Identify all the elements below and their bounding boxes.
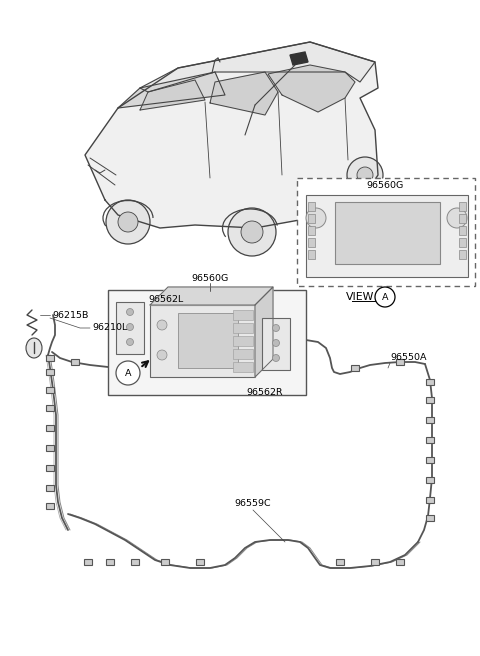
Bar <box>233 349 253 359</box>
Bar <box>178 313 238 368</box>
Bar <box>46 485 54 491</box>
Bar <box>116 302 144 354</box>
Bar <box>262 318 290 370</box>
Bar <box>297 178 475 286</box>
Bar <box>426 397 434 403</box>
Circle shape <box>273 340 279 346</box>
Bar <box>351 365 359 371</box>
Bar <box>459 202 466 211</box>
Bar <box>459 250 466 259</box>
Circle shape <box>273 325 279 331</box>
Bar <box>336 559 344 565</box>
Bar <box>426 437 434 443</box>
Bar <box>426 417 434 423</box>
Bar <box>308 238 315 247</box>
Bar <box>308 250 315 259</box>
Bar <box>396 559 404 565</box>
Text: 96562R: 96562R <box>247 388 283 397</box>
Bar <box>308 214 315 223</box>
Circle shape <box>106 200 150 244</box>
Bar <box>71 359 79 365</box>
Bar <box>371 559 379 565</box>
Polygon shape <box>210 72 278 115</box>
Bar <box>196 559 204 565</box>
Circle shape <box>241 221 263 243</box>
Bar <box>46 369 54 375</box>
Bar <box>84 559 92 565</box>
Polygon shape <box>85 42 378 228</box>
Circle shape <box>118 212 138 232</box>
Bar <box>426 497 434 503</box>
Bar <box>308 202 315 211</box>
Circle shape <box>157 350 167 360</box>
Bar <box>233 336 253 346</box>
Text: 96559C: 96559C <box>235 499 271 508</box>
Bar <box>459 214 466 223</box>
Text: 96560G: 96560G <box>366 180 404 190</box>
Text: A: A <box>125 369 131 377</box>
Bar <box>426 457 434 463</box>
Bar <box>459 238 466 247</box>
Bar <box>46 503 54 509</box>
Circle shape <box>127 308 133 316</box>
Bar <box>233 362 253 372</box>
Bar <box>106 559 114 565</box>
Polygon shape <box>140 80 205 110</box>
Bar <box>233 310 253 320</box>
Bar <box>131 559 139 565</box>
Bar <box>335 202 440 264</box>
Bar <box>396 359 404 365</box>
Circle shape <box>273 354 279 361</box>
Bar <box>46 405 54 411</box>
Bar <box>46 387 54 393</box>
Circle shape <box>127 338 133 346</box>
Bar <box>108 290 306 395</box>
Bar <box>306 195 468 277</box>
Bar <box>46 355 54 361</box>
Circle shape <box>357 167 373 183</box>
Circle shape <box>447 208 467 228</box>
Ellipse shape <box>26 338 42 358</box>
Polygon shape <box>290 52 308 65</box>
Circle shape <box>157 320 167 330</box>
Text: A: A <box>382 293 388 302</box>
Text: 96562L: 96562L <box>148 295 183 304</box>
Bar <box>426 515 434 521</box>
Circle shape <box>228 208 276 256</box>
Bar <box>308 226 315 235</box>
Text: 96210L: 96210L <box>92 323 127 333</box>
Circle shape <box>347 157 383 193</box>
Bar <box>46 465 54 471</box>
Bar <box>459 226 466 235</box>
Bar <box>46 425 54 431</box>
Circle shape <box>127 323 133 331</box>
Text: 96215B: 96215B <box>52 310 88 319</box>
Text: 96560G: 96560G <box>192 274 228 283</box>
Text: 96550A: 96550A <box>390 353 427 362</box>
Text: VIEW: VIEW <box>346 292 374 302</box>
Polygon shape <box>118 72 225 108</box>
Circle shape <box>306 208 326 228</box>
Bar <box>233 323 253 333</box>
Polygon shape <box>268 65 355 112</box>
Bar <box>426 477 434 483</box>
Polygon shape <box>140 42 375 92</box>
Bar <box>46 445 54 451</box>
Bar <box>426 379 434 385</box>
Polygon shape <box>255 287 273 377</box>
Polygon shape <box>150 287 273 305</box>
Bar <box>150 305 255 377</box>
Circle shape <box>116 361 140 385</box>
Circle shape <box>375 287 395 307</box>
Bar <box>161 559 169 565</box>
